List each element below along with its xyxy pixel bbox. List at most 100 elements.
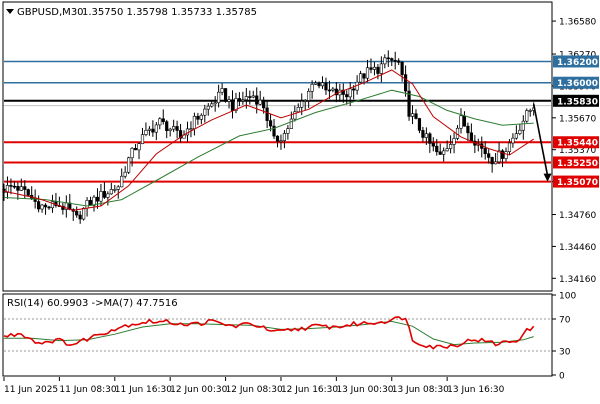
candle-body [106,193,110,198]
candle-body [372,66,377,70]
candle-body [521,120,525,131]
candle-body [438,151,442,155]
candle-body [133,148,138,151]
candle-body [320,82,325,87]
candle-body [307,91,311,101]
candle-body [462,115,467,127]
candle-body [12,185,16,188]
candle-body [210,103,214,107]
candle-body [85,200,89,209]
candle-body [154,124,158,133]
candle-body [237,98,242,102]
candle-body [19,186,23,191]
candle-body [334,88,338,96]
candle-body [26,189,30,196]
candle-body [483,148,487,154]
candle-body [275,135,280,142]
candle-body [116,186,120,190]
candle-body [390,58,394,61]
candle-body [251,95,255,98]
candle-body [248,96,252,98]
candle-body [376,66,380,74]
candle-body [172,126,176,130]
time-tick-label: 12 Jun 16:30 [281,385,338,395]
candle-body [272,125,276,137]
candle-body [16,186,20,191]
candle-body [40,204,44,210]
candle-body [144,130,148,135]
candle-body [500,150,505,159]
candle-body [365,67,370,79]
ma-fast-line [3,69,534,211]
candle-body [345,94,349,98]
time-tick-label: 13 Jun 08:30 [392,385,449,395]
level-tag-label: 1.35250 [557,159,598,169]
rsi-lines [3,316,535,350]
candle-body [102,191,106,198]
candle-body [358,73,363,83]
candle-body [327,89,332,92]
candle-body [393,60,397,62]
level-tag-bg [553,136,599,149]
candle-body [262,99,266,109]
candle-body [151,128,155,133]
candle-body [303,100,307,102]
rsi-tick-label: 70 [559,316,571,326]
ma-slow-line [3,89,534,207]
candle-body [407,90,411,117]
candle-body [494,161,498,165]
arrow-head [543,173,552,182]
rsi-pane[interactable]: 100 70 30 0 RSI(14) 60.9903 ->MA(7) 47.7516 [2,292,576,382]
candle-body [414,113,418,119]
candle-body [199,114,203,120]
dropdown-arrow-icon[interactable] [6,9,14,14]
candle-body [234,98,238,111]
candle-body [9,185,13,187]
level-tag-bg [553,156,599,169]
price-tick-label: 1.35670 [559,114,596,124]
candle-body [324,82,328,91]
candle-body [130,148,134,159]
candle-body [113,189,117,191]
candle-body [435,145,439,153]
level-tag-label: 1.36000 [557,79,598,89]
candle-body [466,125,470,134]
candle-body [109,189,113,195]
candle-body [230,99,235,111]
candle-body [442,150,446,155]
price-pane[interactable]: 1.365801.362701.359701.356701.353701.350… [2,1,599,292]
candle-body [168,128,172,131]
candle-body [268,120,273,127]
candle-body [525,110,529,122]
price-tick-label: 1.35370 [559,146,596,156]
candle-body [403,74,408,92]
ohlc-values: 1.35750 1.35798 1.35733 1.35785 [82,7,257,18]
candle-body [497,150,501,163]
candle-body [518,129,522,134]
candle-body [178,130,183,139]
candle-body [196,115,200,120]
time-tick-label: 12 Jun 00:30 [170,385,227,395]
candle-body [123,171,127,177]
price-tick-label: 1.36580 [559,18,596,28]
level-tag-label: 1.35830 [557,97,598,107]
candle-body [88,200,93,206]
candle-body [397,60,401,63]
candle-body [37,201,41,210]
price-tick-label: 1.34160 [559,275,596,285]
candle-body [140,134,145,145]
time-tick-label: 11 Jun 08:30 [59,385,116,395]
candle-body [293,111,297,120]
candle-body [313,82,318,85]
candle-body [175,126,179,131]
time-tick-label: 11 Jun 16:30 [115,385,172,395]
candle-body [213,102,217,105]
candle-body [310,84,314,92]
candle-body [428,133,432,144]
candle-body [61,205,65,210]
candle-body [487,153,491,158]
candle-body [352,88,356,91]
price-tick-label: 1.34460 [559,243,596,253]
